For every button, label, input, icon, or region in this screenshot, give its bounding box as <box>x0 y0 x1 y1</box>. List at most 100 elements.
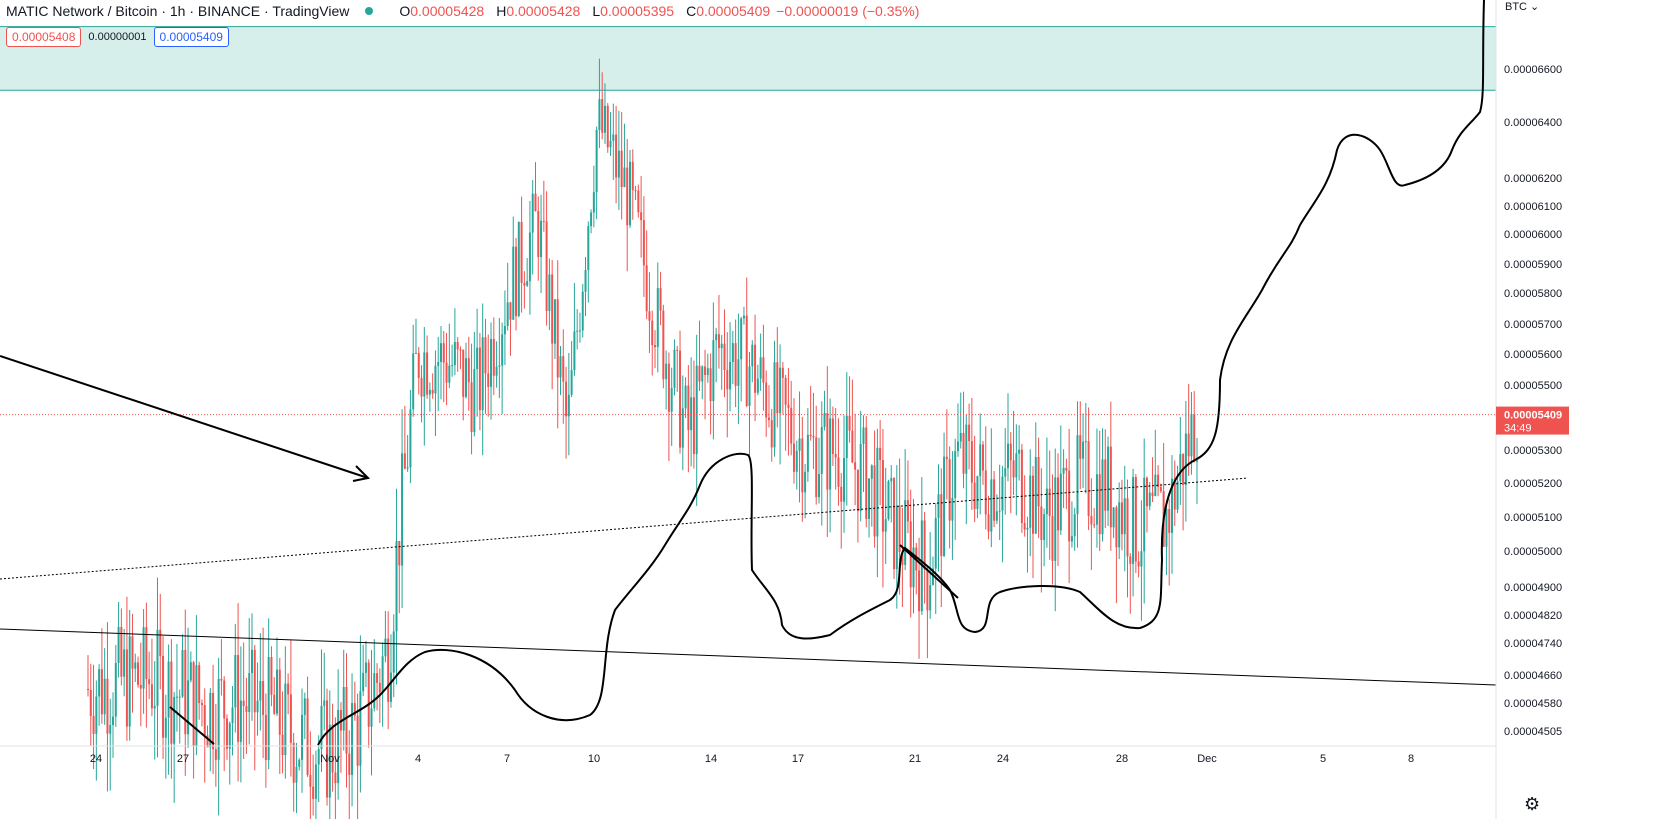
candle-body <box>1173 478 1176 510</box>
x-tick-label: Nov <box>320 753 340 765</box>
candle-body <box>1090 515 1093 525</box>
candle-body <box>1076 435 1079 515</box>
candle-body <box>715 334 718 341</box>
candle-body <box>378 682 381 693</box>
candle-body <box>562 356 565 382</box>
candle-body <box>134 662 137 669</box>
candle-body <box>270 657 273 695</box>
candle-body <box>862 427 865 444</box>
candle-body <box>534 193 537 211</box>
y-tick-label: 0.00004900 <box>1504 582 1562 594</box>
candle-body <box>434 365 437 394</box>
y-tick-label: 0.00005500 <box>1504 380 1562 392</box>
candle-body <box>1059 473 1062 531</box>
candle-body <box>595 129 598 193</box>
candle-body <box>603 105 606 133</box>
candle-body <box>795 450 798 472</box>
candle-body <box>1015 453 1018 478</box>
candle-body <box>384 638 387 657</box>
candle-body <box>673 349 676 388</box>
candle-body <box>1120 502 1123 535</box>
x-tick-label: 8 <box>1408 753 1414 765</box>
candle-body <box>373 673 376 709</box>
candle-body <box>337 709 340 784</box>
candle-body <box>414 352 417 354</box>
candle-body <box>834 454 837 458</box>
candle-body <box>159 629 162 656</box>
candle-body <box>634 190 637 192</box>
candle-body <box>490 339 493 387</box>
candle-body <box>189 662 192 681</box>
candle-body <box>651 320 654 346</box>
candle-body <box>751 344 754 367</box>
candle-body <box>553 299 556 344</box>
candle-body <box>1115 507 1118 548</box>
candle-body <box>370 708 373 727</box>
candle-body <box>654 345 657 348</box>
candle-body <box>540 220 543 258</box>
candle-body <box>551 274 554 344</box>
candle-body <box>264 714 267 760</box>
ohlc-low-value: 0.00005395 <box>600 3 675 19</box>
candle-body <box>1132 477 1135 564</box>
candle-body <box>131 636 134 669</box>
candle-body <box>503 326 506 335</box>
candle-body <box>565 381 568 417</box>
candle-body <box>100 669 103 715</box>
candle-body <box>929 585 932 611</box>
candle-body <box>762 357 765 383</box>
candle-body <box>1023 523 1026 530</box>
candle-body <box>217 678 220 760</box>
candle-body <box>331 724 334 773</box>
candle-body <box>1009 443 1012 461</box>
candle-body <box>559 356 562 378</box>
candle-body <box>856 469 859 512</box>
candle-body <box>970 441 973 483</box>
candle-body <box>487 373 490 387</box>
gear-icon[interactable]: ⚙ <box>1524 794 1541 814</box>
currency-dropdown[interactable]: BTC ⌄ <box>1505 0 1539 13</box>
candle-body <box>198 665 201 704</box>
candle-body <box>884 519 887 532</box>
candle-body <box>851 430 854 463</box>
candle-body <box>200 703 203 706</box>
candle-body <box>103 678 106 715</box>
candle-body <box>512 246 515 320</box>
candle-body <box>95 696 98 734</box>
sell-price-button[interactable]: 0.00005408 <box>6 27 82 47</box>
candle-body <box>1143 477 1146 552</box>
candle-body <box>278 669 281 735</box>
candle-body <box>237 654 240 742</box>
candle-body <box>665 363 668 380</box>
candle-body <box>484 337 487 374</box>
candle-body <box>145 627 148 680</box>
candle-body <box>890 478 893 482</box>
candle-body <box>809 434 812 437</box>
x-tick-label: 28 <box>1116 753 1128 765</box>
candle-body <box>548 274 551 311</box>
candle-body <box>273 694 276 714</box>
candle-body <box>501 334 504 366</box>
ohlc-high-value: 0.00005428 <box>506 3 581 19</box>
candle-body <box>667 363 670 412</box>
symbol-title[interactable]: MATIC Network / Bitcoin · 1h · BINANCE ·… <box>6 3 350 19</box>
candle-body <box>150 684 153 709</box>
candle-body <box>120 626 123 677</box>
candle-body <box>89 690 92 717</box>
candle-body <box>1032 475 1035 534</box>
buy-price-button[interactable]: 0.00005409 <box>153 27 229 47</box>
candle-body <box>973 482 976 509</box>
candle-body <box>351 703 354 775</box>
candle-body <box>448 365 451 383</box>
candle-body <box>292 742 295 783</box>
candle-body <box>690 397 693 431</box>
ohlc-low-label: L <box>592 3 601 19</box>
y-tick-label: 0.00005700 <box>1504 319 1562 331</box>
candle-body <box>1020 449 1023 524</box>
candle-body <box>959 432 962 442</box>
candle-body <box>381 656 384 693</box>
candle-body <box>879 447 882 461</box>
candle-body <box>1118 502 1121 548</box>
candle-body <box>556 299 559 378</box>
